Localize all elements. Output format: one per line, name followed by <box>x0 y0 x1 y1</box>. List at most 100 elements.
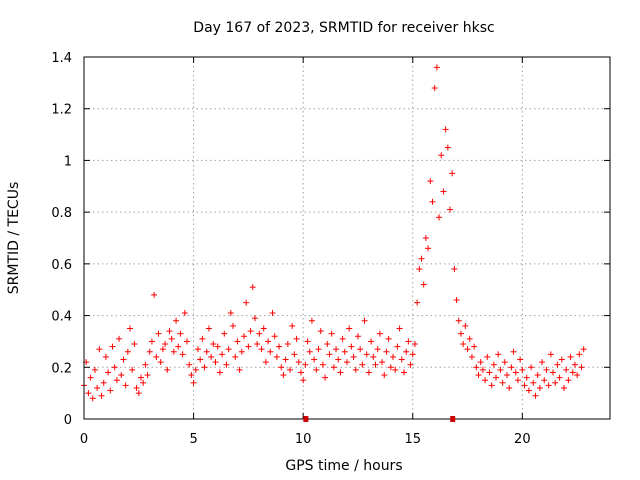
y-tick-label: 0.4 <box>51 310 72 325</box>
data-point <box>203 348 210 355</box>
data-point <box>85 390 92 397</box>
data-point <box>111 364 118 371</box>
data-point <box>168 335 175 342</box>
data-point <box>280 372 287 379</box>
data-point <box>291 351 298 358</box>
x-axis-ticks: 0 5 10 15 20 <box>80 57 531 447</box>
data-point <box>137 374 144 381</box>
data-point <box>236 366 243 373</box>
data-point <box>162 341 169 348</box>
data-point <box>326 351 333 358</box>
data-point <box>468 353 475 360</box>
data-point <box>569 369 576 376</box>
data-point <box>170 348 177 355</box>
data-point <box>394 343 401 350</box>
data-point <box>94 384 101 391</box>
data-point <box>495 351 502 358</box>
data-point <box>311 356 318 363</box>
data-point <box>482 377 489 384</box>
data-point <box>517 356 524 363</box>
data-point <box>166 328 173 335</box>
data-point <box>398 356 405 363</box>
data-point <box>565 377 572 384</box>
data-point <box>510 348 517 355</box>
data-point <box>324 341 331 348</box>
data-point <box>372 361 379 368</box>
data-point <box>501 359 508 366</box>
data-point <box>333 346 340 353</box>
data-point <box>352 366 359 373</box>
data-point <box>127 325 134 332</box>
data-point <box>578 364 585 371</box>
data-point <box>359 361 366 368</box>
data-point <box>534 372 541 379</box>
data-point <box>113 377 120 384</box>
data-point <box>240 333 247 340</box>
data-point <box>363 351 370 358</box>
data-point <box>365 369 372 376</box>
y-tick-label: 1.4 <box>51 51 72 66</box>
data-point <box>243 299 250 306</box>
data-point <box>300 377 307 384</box>
data-point <box>447 206 454 213</box>
data-point <box>344 359 350 366</box>
data-point <box>175 343 182 350</box>
data-point <box>124 348 131 355</box>
y-tick-label: 1 <box>64 154 72 169</box>
data-point <box>541 377 548 384</box>
data-point <box>282 356 289 363</box>
data-point <box>223 361 230 368</box>
data-point <box>249 284 256 291</box>
x-axis-marker <box>450 416 456 422</box>
data-point <box>234 338 241 345</box>
data-point <box>142 361 149 368</box>
x-tick-label: 0 <box>80 432 88 447</box>
data-point <box>545 382 552 389</box>
data-point <box>379 359 386 366</box>
data-point <box>536 384 543 391</box>
data-point <box>460 341 467 348</box>
data-point <box>422 235 429 241</box>
data-point <box>475 372 482 379</box>
data-point <box>267 348 274 355</box>
data-point <box>188 372 195 379</box>
data-point <box>385 335 392 342</box>
data-point <box>497 366 504 373</box>
data-point <box>462 322 469 329</box>
data-point <box>471 343 478 350</box>
data-point <box>543 366 550 373</box>
data-point <box>245 343 252 350</box>
data-point <box>164 366 171 373</box>
data-point <box>295 359 302 366</box>
data-point <box>122 382 129 389</box>
data-point <box>89 395 96 402</box>
data-point <box>315 346 322 353</box>
x-tick-label: 20 <box>514 432 531 447</box>
chart-title: Day 167 of 2023, SRMTID for receiver hks… <box>193 20 494 36</box>
data-point <box>403 348 410 355</box>
data-point <box>532 392 539 399</box>
data-point <box>287 366 294 373</box>
data-point <box>201 364 208 371</box>
data-point <box>514 377 521 384</box>
data-point <box>308 317 315 324</box>
grid <box>84 57 610 419</box>
x-axis-label: GPS time / hours <box>285 458 402 474</box>
data-point <box>530 379 537 386</box>
data-point <box>416 266 423 273</box>
data-point <box>396 325 403 332</box>
data-point <box>87 374 94 381</box>
data-point <box>567 353 574 360</box>
data-point <box>273 353 280 360</box>
data-point <box>523 374 530 381</box>
data-point <box>278 364 285 371</box>
data-point <box>140 379 147 386</box>
data-point <box>387 364 394 371</box>
data-point <box>558 356 565 363</box>
data-point <box>98 392 105 399</box>
data-point <box>146 348 153 355</box>
data-point <box>251 315 258 322</box>
x-tick-label: 15 <box>404 432 421 447</box>
data-point <box>306 348 313 355</box>
data-point <box>199 335 206 342</box>
